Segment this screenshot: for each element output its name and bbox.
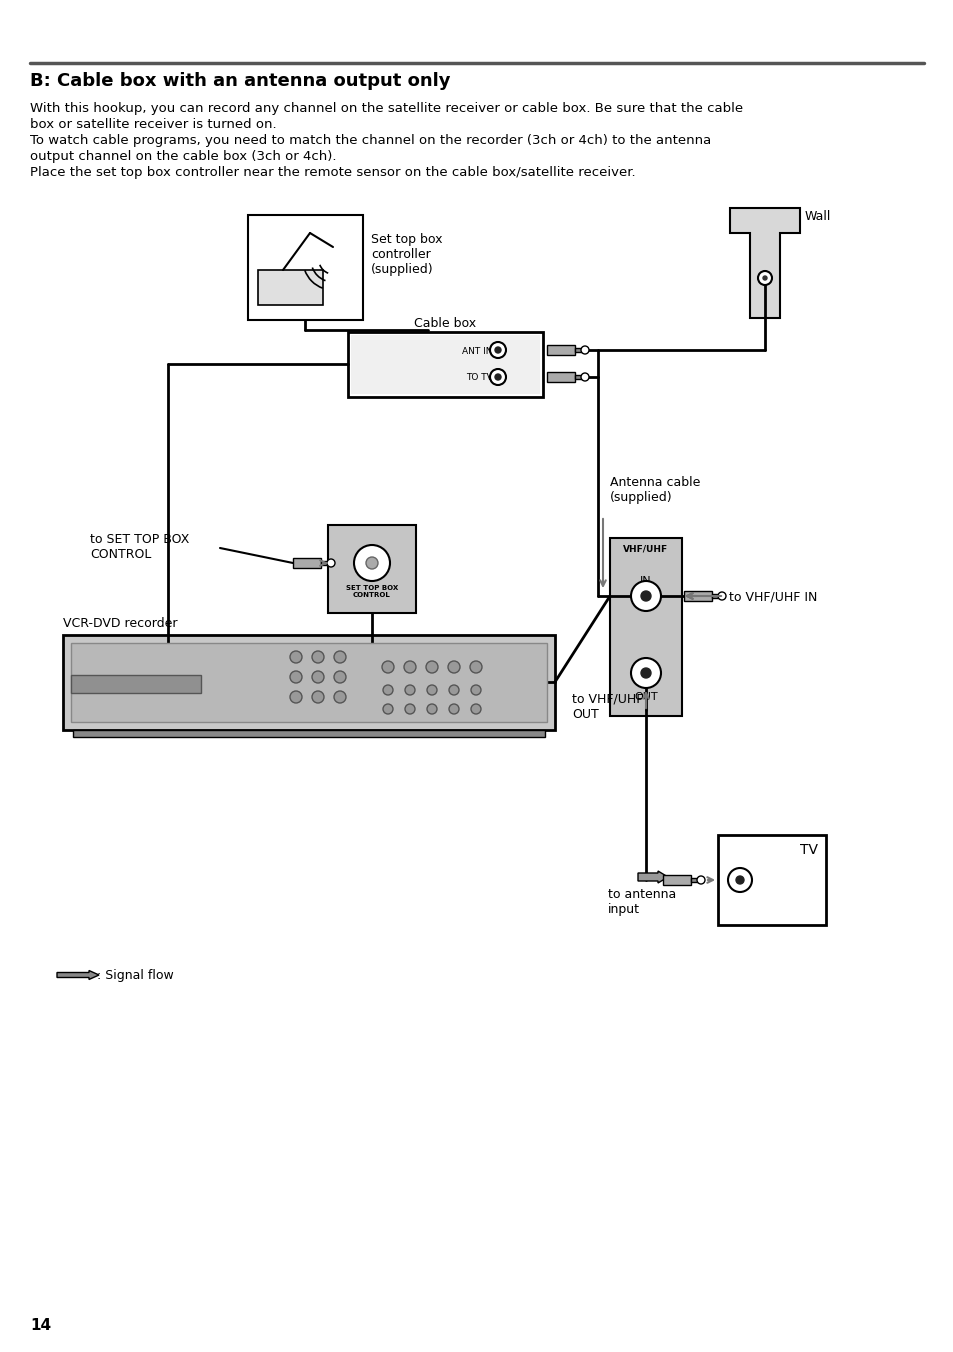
Circle shape xyxy=(366,557,377,569)
Circle shape xyxy=(403,661,416,673)
Circle shape xyxy=(449,685,458,695)
FancyArrow shape xyxy=(57,971,99,979)
Circle shape xyxy=(495,347,500,353)
Bar xyxy=(351,335,539,393)
Bar xyxy=(711,594,720,598)
Circle shape xyxy=(697,876,704,884)
Text: box or satellite receiver is turned on.: box or satellite receiver is turned on. xyxy=(30,118,276,131)
Text: IN: IN xyxy=(639,576,651,585)
Bar xyxy=(690,877,699,882)
Text: To watch cable programs, you need to match the channel on the recorder (3ch or 4: To watch cable programs, you need to mat… xyxy=(30,134,711,147)
Text: to VHF/UHF
OUT: to VHF/UHF OUT xyxy=(572,694,642,721)
Bar xyxy=(248,215,363,320)
Text: to VHF/UHF IN: to VHF/UHF IN xyxy=(728,591,817,603)
Text: VHF/UHF: VHF/UHF xyxy=(622,545,668,554)
Bar xyxy=(546,345,575,356)
Circle shape xyxy=(580,346,588,354)
Circle shape xyxy=(354,545,390,581)
Text: : Signal flow: : Signal flow xyxy=(97,969,173,983)
Circle shape xyxy=(327,558,335,566)
Circle shape xyxy=(290,671,302,683)
Circle shape xyxy=(490,369,505,385)
Text: to antenna
input: to antenna input xyxy=(607,888,676,917)
Bar xyxy=(71,644,546,722)
Text: Wall: Wall xyxy=(804,210,830,223)
Bar xyxy=(320,561,329,565)
Circle shape xyxy=(640,591,650,602)
Circle shape xyxy=(718,592,725,600)
Circle shape xyxy=(470,661,481,673)
Circle shape xyxy=(382,704,393,714)
Circle shape xyxy=(427,704,436,714)
Bar xyxy=(71,675,201,694)
Bar xyxy=(575,347,582,352)
Text: With this hookup, you can record any channel on the satellite receiver or cable : With this hookup, you can record any cha… xyxy=(30,101,742,115)
Circle shape xyxy=(290,691,302,703)
FancyArrow shape xyxy=(638,871,667,883)
Bar xyxy=(293,558,320,568)
Bar xyxy=(546,372,575,383)
Circle shape xyxy=(312,691,324,703)
Text: output channel on the cable box (3ch or 4ch).: output channel on the cable box (3ch or … xyxy=(30,150,336,164)
Circle shape xyxy=(381,661,394,673)
Circle shape xyxy=(762,276,766,280)
Text: TO TV: TO TV xyxy=(466,373,493,383)
Circle shape xyxy=(405,704,415,714)
Bar xyxy=(257,270,323,306)
Circle shape xyxy=(426,661,437,673)
Circle shape xyxy=(290,652,302,662)
Bar xyxy=(683,591,711,602)
Text: TV: TV xyxy=(800,844,817,857)
Text: Place the set top box controller near the remote sensor on the cable box/satelli: Place the set top box controller near th… xyxy=(30,166,635,178)
Circle shape xyxy=(580,373,588,381)
Text: Antenna cable
(supplied): Antenna cable (supplied) xyxy=(609,476,700,504)
Circle shape xyxy=(427,685,436,695)
Circle shape xyxy=(312,671,324,683)
Circle shape xyxy=(630,658,660,688)
Circle shape xyxy=(735,876,743,884)
Circle shape xyxy=(334,671,346,683)
Circle shape xyxy=(448,661,459,673)
Polygon shape xyxy=(729,208,800,318)
Bar xyxy=(718,836,825,925)
Bar xyxy=(63,635,555,730)
Circle shape xyxy=(405,685,415,695)
Circle shape xyxy=(640,668,650,677)
Circle shape xyxy=(312,652,324,662)
Bar xyxy=(73,730,544,737)
Bar xyxy=(662,875,690,886)
Circle shape xyxy=(471,685,480,695)
Text: to SET TOP BOX
CONTROL: to SET TOP BOX CONTROL xyxy=(90,533,190,561)
Circle shape xyxy=(630,581,660,611)
Text: Set top box
controller
(supplied): Set top box controller (supplied) xyxy=(371,233,442,276)
Circle shape xyxy=(758,270,771,285)
Text: VCR-DVD recorder: VCR-DVD recorder xyxy=(63,617,177,630)
Bar xyxy=(575,375,582,379)
Text: 14: 14 xyxy=(30,1318,51,1333)
Circle shape xyxy=(382,685,393,695)
Text: Cable box: Cable box xyxy=(414,316,476,330)
Text: SET TOP BOX
CONTROL: SET TOP BOX CONTROL xyxy=(346,585,397,598)
Circle shape xyxy=(334,652,346,662)
Circle shape xyxy=(490,342,505,358)
Text: B: Cable box with an antenna output only: B: Cable box with an antenna output only xyxy=(30,72,450,91)
Circle shape xyxy=(334,691,346,703)
Text: ANT IN: ANT IN xyxy=(462,346,493,356)
Circle shape xyxy=(449,704,458,714)
Bar xyxy=(348,333,542,397)
Circle shape xyxy=(495,375,500,380)
Bar xyxy=(609,538,681,717)
Circle shape xyxy=(727,868,751,892)
Text: OUT: OUT xyxy=(634,692,658,702)
Circle shape xyxy=(471,704,480,714)
Bar xyxy=(328,525,416,612)
